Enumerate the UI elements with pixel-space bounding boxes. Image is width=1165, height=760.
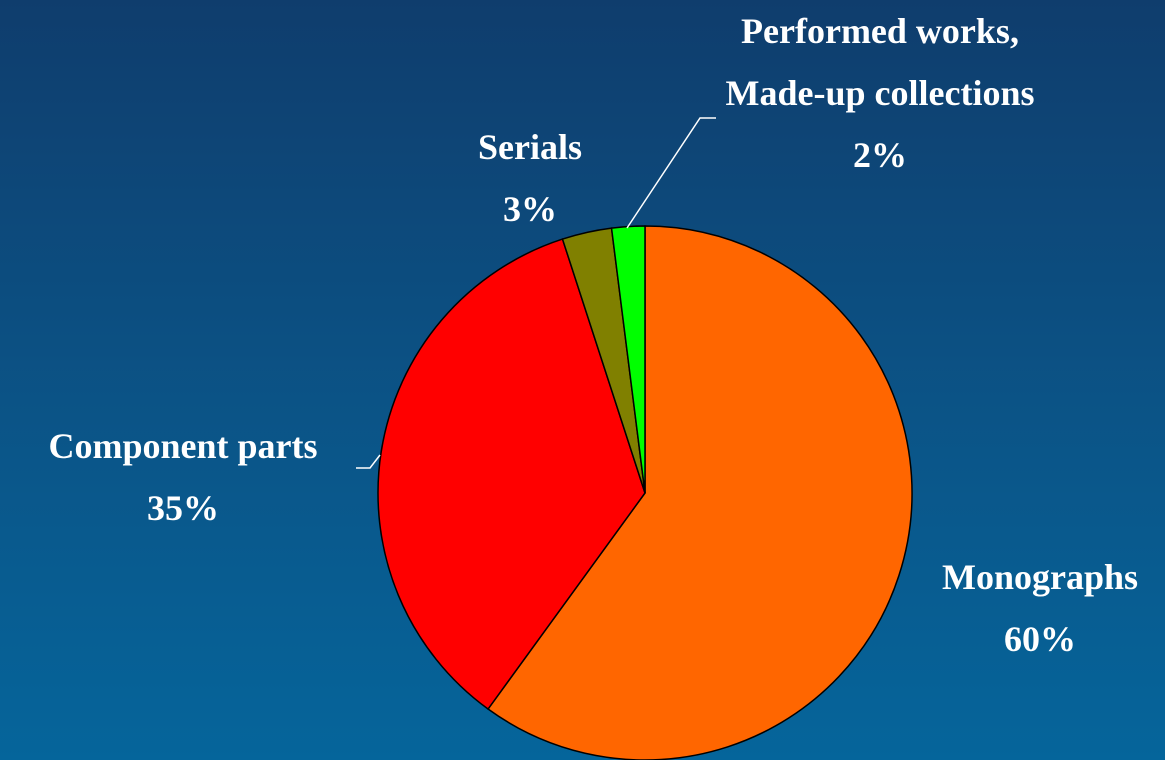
- category-label: Performed works, Made-up collections: [725, 11, 1035, 113]
- slice-label: Component parts 35%: [3, 415, 363, 539]
- value-label: 60%: [1004, 619, 1076, 659]
- slice-label: Monographs 60%: [910, 546, 1165, 670]
- value-label: 2%: [853, 135, 907, 175]
- pie-slice: [487, 225, 913, 760]
- value-label: 35%: [147, 488, 219, 528]
- leader-line: [626, 117, 716, 229]
- slice-label: Serials 3%: [430, 116, 630, 240]
- category-label: Monographs: [941, 557, 1139, 597]
- leader-line: [356, 454, 381, 469]
- category-label: Serials: [478, 127, 582, 167]
- pie-slice: [377, 238, 646, 711]
- slice-label: Performed works, Made-up collections 2%: [710, 0, 1050, 186]
- category-label: Component parts: [48, 426, 318, 466]
- value-label: 3%: [503, 189, 557, 229]
